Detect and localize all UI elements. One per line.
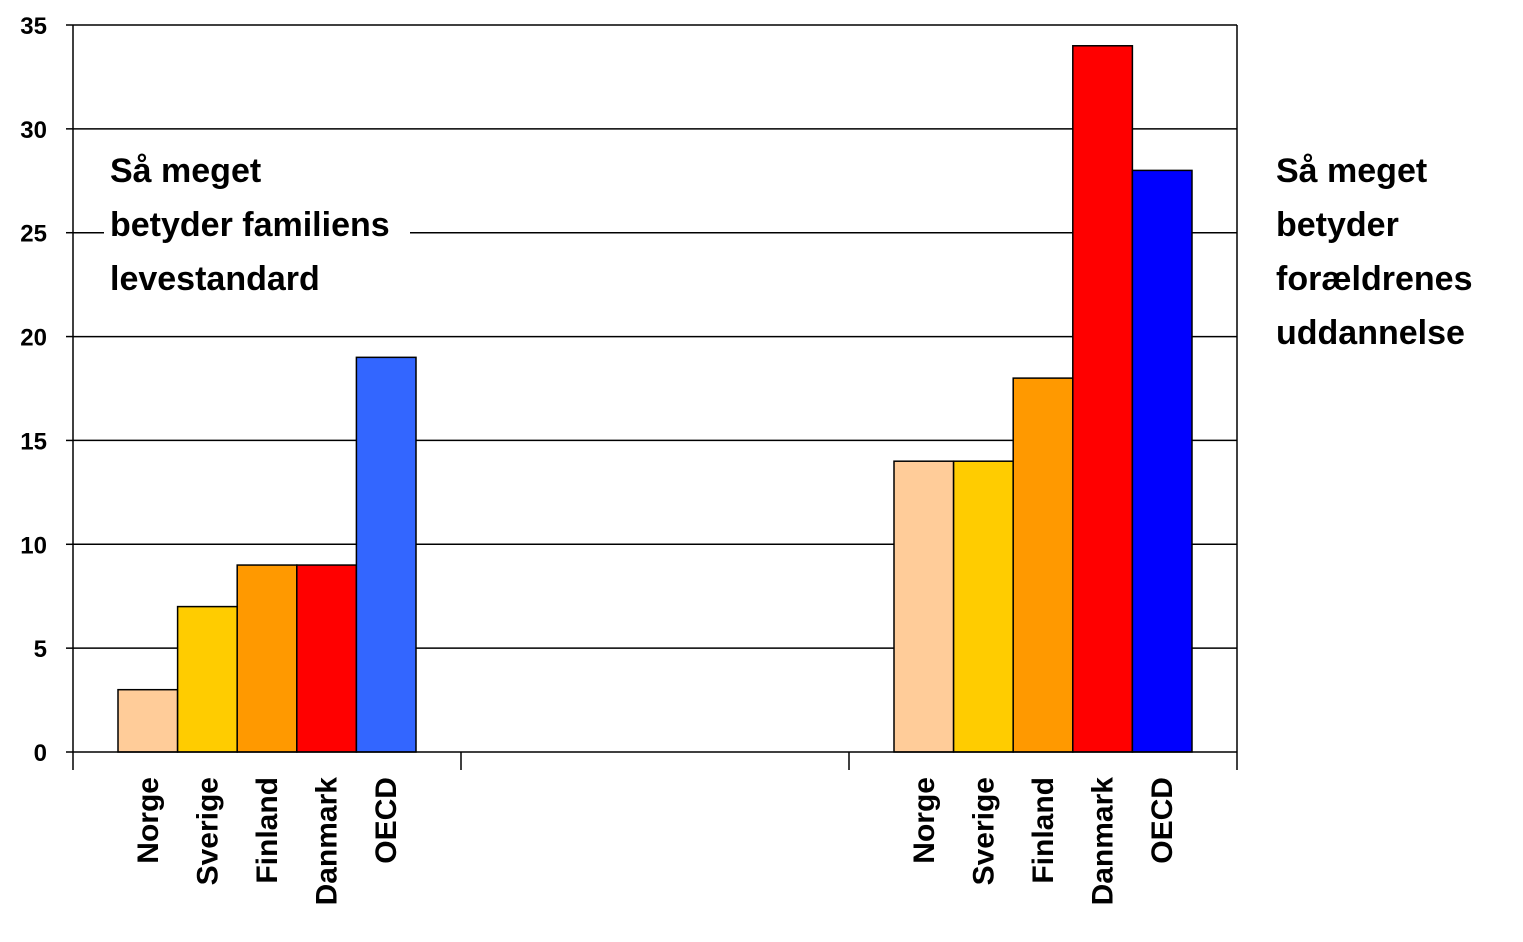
y-tick-label: 20	[20, 325, 47, 352]
bar-sverige	[176, 605, 238, 753]
bar-norge	[893, 460, 955, 753]
bar-oecd	[1131, 169, 1193, 753]
x-tick-label: OECD	[370, 777, 403, 864]
bar-danmark	[1072, 45, 1134, 753]
bar-norge	[117, 688, 179, 753]
annotation-line: levestandard	[110, 260, 320, 298]
tick-labels: 0 5 10 15 20 25 30 35 Norge Sverige Finland Danmark…	[20, 13, 1179, 905]
x-tick-label: Danmark	[1087, 777, 1120, 906]
bar-oecd	[355, 356, 417, 753]
annotation-line: betyder	[1276, 206, 1399, 244]
axes	[66, 24, 1238, 770]
annotation-line: Så meget	[110, 152, 262, 190]
bar-danmark	[296, 564, 358, 753]
x-tick-label: Norge	[132, 777, 165, 864]
y-tick-label: 10	[20, 532, 47, 559]
x-tick-label: Danmark	[311, 777, 344, 906]
x-tick-label: OECD	[1146, 777, 1179, 864]
bar-finland	[1012, 377, 1074, 753]
annotation-line: forældrenes	[1276, 260, 1473, 298]
annotation-parents-education: Så meget betyder forældrenes uddannelse	[1272, 144, 1473, 360]
y-tick-label: 15	[20, 428, 47, 455]
y-tick-label: 25	[20, 221, 47, 248]
bar-sverige	[952, 460, 1014, 753]
annotation-line: uddannelse	[1276, 314, 1465, 352]
annotation-line: betyder familiens	[110, 206, 390, 244]
x-tick-label: Finland	[1027, 777, 1060, 884]
annotation-line: Så meget	[1276, 152, 1428, 190]
y-tick-label: 35	[20, 13, 47, 40]
x-tick-label: Norge	[908, 777, 941, 864]
y-tick-label: 30	[20, 117, 47, 144]
bars	[117, 45, 1193, 753]
y-tick-label: 5	[34, 636, 47, 663]
y-tick-label: 0	[34, 740, 47, 767]
x-tick-label: Sverige	[191, 777, 224, 885]
x-tick-label: Finland	[251, 777, 284, 884]
annotation-living-standard: Så meget betyder familiens levestandard	[104, 144, 410, 306]
bar-finland	[236, 564, 298, 753]
x-tick-label: Sverige	[967, 777, 1000, 885]
